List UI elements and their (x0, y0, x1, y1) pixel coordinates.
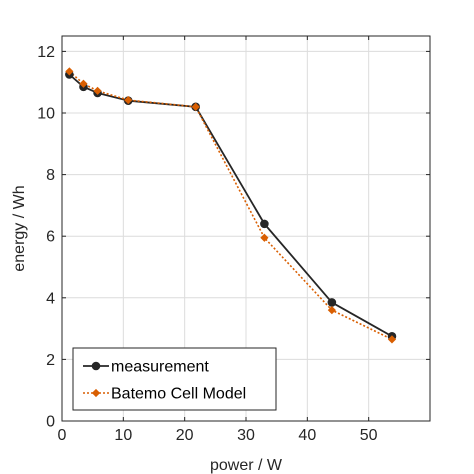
legend-label-batemo-cell-model: Batemo Cell Model (111, 386, 246, 403)
legend-marker-batemo-cell-model (91, 388, 101, 398)
legend-marker-symbol (91, 388, 101, 398)
y-tick-label: 10 (37, 106, 55, 123)
legend-label-measurement: measurement (111, 359, 209, 376)
x-tick-label: 20 (176, 427, 194, 444)
data-point-batemo-cell-model (260, 233, 269, 242)
y-tick-label: 6 (46, 229, 55, 246)
series-points (65, 67, 397, 344)
x-tick-label: 30 (237, 427, 255, 444)
y-tick-label: 12 (37, 44, 55, 61)
data-point-batemo-cell-model (124, 95, 133, 105)
y-tick-label: 4 (46, 290, 55, 307)
legend-marker-measurement (91, 361, 101, 371)
legend-marker-symbol (91, 361, 101, 371)
y-axis-label: energy / Wh (11, 185, 28, 271)
x-tick-label: 10 (114, 427, 132, 444)
legend: measurement Batemo Cell Model (72, 347, 277, 411)
legend-box (72, 347, 277, 411)
x-axis-label: power / W (210, 457, 283, 474)
x-tick-label: 50 (360, 427, 378, 444)
y-tick-label: 0 (46, 414, 55, 431)
data-point-measurement (327, 298, 337, 307)
x-axis-ticks: 0 10 20 30 40 50 (58, 36, 378, 444)
x-tick-label: 0 (58, 427, 67, 444)
data-point-batemo-cell-model (191, 102, 200, 111)
x-tick-label: 40 (298, 427, 316, 444)
y-tick-label: 2 (46, 352, 55, 369)
y-tick-label: 8 (46, 167, 55, 184)
data-point-batemo-cell-model (65, 67, 74, 76)
data-point-batemo-cell-model (79, 79, 88, 88)
data-point-batemo-cell-model (327, 306, 336, 315)
y-axis-ticks: 0 2 4 6 8 10 12 (37, 44, 430, 431)
data-point-measurement (260, 219, 269, 229)
data-point-batemo-cell-model (93, 86, 102, 95)
data-point-batemo-cell-model (387, 335, 397, 344)
